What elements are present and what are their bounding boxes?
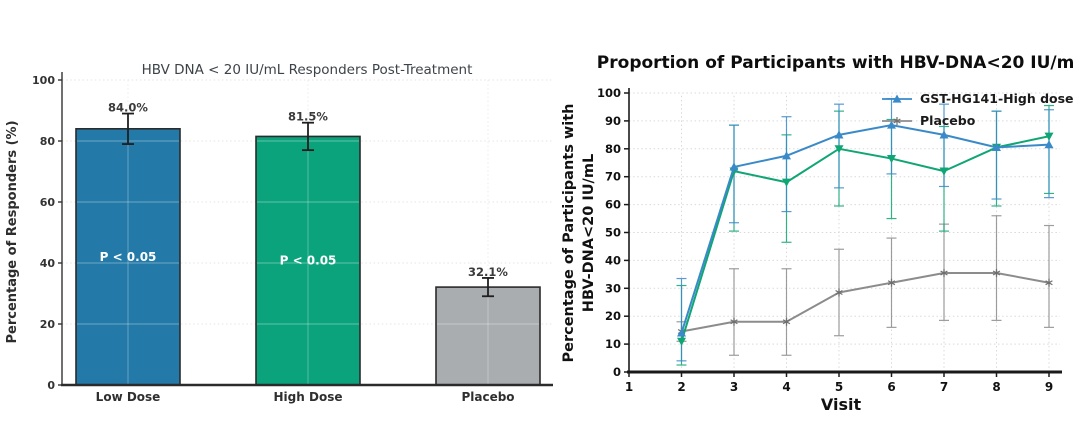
x-tick-label: 2: [677, 380, 685, 394]
data-point-marker: [729, 162, 739, 171]
data-point-marker: [677, 337, 686, 346]
y-tick-label: 100: [597, 86, 621, 100]
y-tick-label: 0: [613, 365, 621, 379]
y-tick-label: 20: [40, 318, 56, 331]
data-point-marker: [732, 320, 736, 324]
line-chart-title: Proportion of Participants with HBV-DNA<…: [597, 53, 1073, 73]
data-point-marker: [995, 271, 998, 275]
y-tick-label: 40: [40, 257, 56, 270]
legend-label: GST-HG141-High dose: [920, 91, 1073, 106]
error-bar-group: [1044, 224, 1054, 328]
y-tick-label: 10: [605, 337, 621, 351]
line-chart-xlabel: Visit: [821, 395, 862, 414]
data-point-marker: [1044, 132, 1054, 141]
bar-chart: HBV DNA < 20 IU/mL Responders Post-Treat…: [5, 62, 553, 404]
bar-value-label: 81.5%: [288, 110, 328, 124]
data-point-marker: [1047, 281, 1051, 285]
legend-entry: Placebo: [882, 113, 976, 128]
y-tick-label: 80: [40, 135, 56, 148]
x-tick-label: Low Dose: [96, 390, 161, 404]
data-point-marker: [837, 291, 841, 294]
legend-label: Placebo: [920, 113, 976, 128]
data-line: [680, 135, 1050, 342]
data-point-marker: [895, 119, 899, 123]
bar-value-label: 32.1%: [468, 265, 508, 279]
data-point-marker: [939, 130, 949, 139]
y-tick-label: 100: [32, 74, 55, 87]
x-tick-label: 9: [1045, 380, 1053, 394]
x-tick-label: High Dose: [274, 390, 343, 404]
data-point-marker: [892, 94, 902, 103]
bar-placebo: [435, 286, 541, 386]
bar-value-label: 84.0%: [108, 101, 148, 115]
data-point-marker: [782, 151, 791, 160]
error-bar-group: [676, 277, 687, 362]
data-point-marker: [890, 281, 893, 285]
error-bar-group: [781, 268, 792, 356]
data-point-marker: [992, 142, 1001, 152]
x-tick-label: 4: [782, 380, 790, 394]
y-tick-label: 50: [605, 226, 621, 240]
y-tick-label: 40: [605, 253, 621, 267]
error-bar-group: [991, 215, 1002, 321]
data-point-marker: [1044, 140, 1054, 149]
x-tick-label: 5: [835, 380, 843, 394]
significance-label: P < 0.05: [100, 250, 157, 264]
data-point-marker: [942, 271, 946, 275]
data-line: [680, 124, 1050, 334]
line-chart-ylabel-line2: HBV-DNA<20 IU/mL: [581, 154, 597, 312]
bar-high-dose: [255, 135, 361, 386]
x-tick-label: 6: [887, 380, 895, 394]
y-tick-label: 80: [605, 142, 621, 156]
y-tick-label: 70: [605, 170, 621, 184]
line-chart-plot-area: 0 10 20 30 40 50 60 70 80 90 100 1 2 3 4 5 6 7 8 9 GST-HG141…: [597, 86, 1073, 394]
y-tick-label: 60: [40, 196, 56, 209]
bar-chart-title: HBV DNA < 20 IU/mL Responders Post-Treat…: [142, 62, 473, 78]
y-tick-label: 30: [605, 281, 621, 295]
error-bar-group: [991, 110, 1002, 200]
data-point-marker: [887, 120, 896, 129]
data-point-marker: [887, 154, 896, 164]
line-chart: Proportion of Participants with HBV-DNA<…: [561, 53, 1073, 414]
error-bar-group: [781, 116, 792, 213]
y-tick-label: 90: [605, 114, 621, 128]
bar-chart-plot-area: 84.0% 81.5% 32.1% P < 0.05 P < 0.05 0 20 40 60 80…: [32, 72, 553, 404]
significance-label: P < 0.05: [280, 254, 337, 268]
data-point-marker: [782, 178, 791, 187]
y-tick-label: 60: [605, 198, 621, 212]
line-chart-ylabel-line1: Percentage of Participants with: [561, 103, 577, 362]
error-bar-group: [1044, 109, 1054, 199]
data-point-marker: [834, 145, 844, 154]
x-tick-label: 1: [625, 380, 633, 394]
x-tick-label: 7: [940, 380, 948, 394]
data-point-marker: [834, 130, 844, 139]
x-tick-label: 8: [992, 380, 1000, 394]
x-tick-label: 3: [730, 380, 738, 394]
data-point-marker: [939, 167, 949, 176]
y-tick-label: 20: [605, 309, 621, 323]
data-line: [681, 271, 1050, 333]
data-point-marker: [785, 320, 788, 324]
y-tick-label: 0: [47, 379, 55, 392]
x-tick-label: Placebo: [461, 390, 514, 404]
legend-entry: GST-HG141-High dose: [882, 91, 1073, 106]
error-bar-group: [729, 268, 739, 356]
data-point-marker: [677, 328, 686, 337]
bar-chart-ylabel: Percentage of Responders (%): [5, 120, 20, 343]
